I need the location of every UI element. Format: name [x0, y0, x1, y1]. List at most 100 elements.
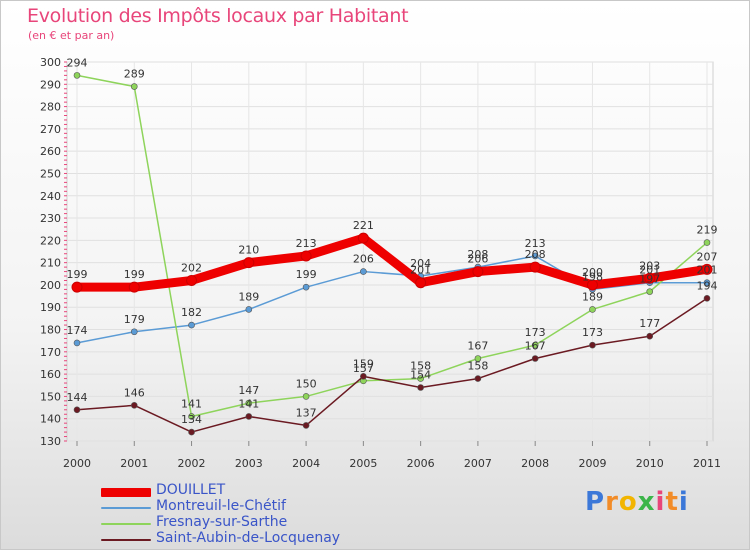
data-point: [589, 341, 596, 349]
data-label: 173: [582, 326, 603, 339]
x-tick-label: 2006: [407, 457, 435, 470]
data-point: [302, 422, 310, 429]
data-label: 201: [639, 264, 660, 277]
data-point: [644, 272, 656, 284]
x-tick-label: 2010: [636, 457, 664, 470]
x-tick-label: 2003: [235, 457, 263, 470]
legend-swatch: [101, 507, 151, 509]
legend-label: Montreuil-le-Chétif: [156, 498, 286, 514]
data-label: 189: [238, 290, 259, 303]
data-label: 213: [296, 237, 317, 250]
plot-area: [66, 61, 714, 442]
legend: DOUILLET Montreuil-le-Chétif Fresnay-sur-S…: [101, 482, 421, 547]
data-point: [360, 373, 367, 380]
y-tick-label: 130: [40, 435, 61, 448]
data-label: 201: [410, 264, 431, 277]
legend-item: Saint-Aubin-de-Locquenay: [101, 530, 421, 547]
data-label: 177: [639, 317, 660, 330]
y-tick-label: 190: [40, 301, 61, 314]
data-point: [703, 295, 711, 302]
data-label: 167: [525, 340, 546, 353]
logo-letter: o: [618, 487, 638, 517]
data-point: [472, 266, 484, 278]
data-point: [300, 250, 312, 262]
data-point: [417, 384, 424, 391]
x-tick-label: 2007: [464, 457, 492, 470]
x-tick-label: 2004: [292, 457, 320, 470]
data-point: [646, 332, 654, 340]
data-label: 158: [467, 360, 488, 373]
legend-swatch: [101, 539, 151, 541]
data-label: 208: [467, 248, 488, 261]
data-label: 201: [697, 264, 718, 277]
data-label: 204: [410, 257, 431, 270]
data-label: 210: [238, 244, 259, 257]
data-label: 157: [353, 362, 374, 375]
data-label: 207: [697, 250, 718, 263]
data-point: [586, 279, 598, 291]
data-label: 200: [582, 266, 603, 279]
data-label: 179: [124, 313, 145, 326]
data-label: 213: [525, 237, 546, 250]
data-label: 208: [525, 248, 546, 261]
data-label: 197: [639, 273, 660, 286]
data-label: 147: [238, 384, 259, 397]
data-label: 137: [296, 406, 317, 419]
data-point: [529, 261, 541, 273]
data-point: [417, 375, 424, 382]
legend-item: DOUILLET: [101, 482, 421, 499]
data-point: [243, 257, 255, 269]
legend-label: Fresnay-sur-Sarthe: [156, 514, 288, 530]
data-label: 198: [582, 270, 603, 283]
logo-letter: i: [678, 487, 689, 517]
x-tick-label: 2000: [63, 457, 91, 470]
data-label: 199: [124, 268, 145, 281]
x-tick-label: 2005: [349, 457, 377, 470]
legend-swatch: [101, 487, 151, 497]
data-point: [188, 413, 195, 420]
data-point: [589, 306, 596, 313]
series-line-0: [72, 233, 712, 292]
data-point: [245, 413, 253, 420]
data-label: 134: [181, 413, 202, 426]
data-point: [474, 375, 482, 382]
x-tick-label: 2011: [693, 457, 721, 470]
data-label: 219: [697, 224, 718, 237]
data-point: [73, 406, 81, 414]
x-tick-label: 2001: [120, 457, 148, 470]
y-tick-label: 160: [40, 368, 61, 381]
data-point: [245, 306, 253, 313]
data-point: [130, 402, 138, 409]
y-tick-label: 260: [40, 145, 61, 158]
data-label: 159: [353, 357, 374, 370]
data-label: 182: [181, 306, 202, 319]
y-tick-label: 250: [40, 167, 61, 180]
data-label: 167: [467, 340, 488, 353]
series-line-2: [76, 74, 708, 418]
data-point: [531, 252, 539, 260]
series-line-3: [76, 297, 708, 433]
data-point: [357, 232, 369, 244]
chart-subtitle: (en € et par an): [28, 29, 115, 42]
x-tick-label: 2002: [178, 457, 206, 470]
y-tick-label: 230: [40, 212, 61, 225]
data-label: 194: [697, 279, 718, 292]
data-point: [245, 399, 253, 407]
data-label: 158: [410, 360, 431, 373]
y-tick-label: 280: [40, 101, 61, 114]
data-label: 141: [238, 397, 259, 410]
y-tick-label: 290: [40, 78, 61, 91]
y-tick-label: 210: [40, 257, 61, 270]
data-label: 141: [181, 397, 202, 410]
data-point: [415, 277, 427, 289]
data-label: 199: [296, 268, 317, 281]
data-point: [531, 355, 539, 362]
data-label: 150: [296, 377, 317, 390]
logo-letter: t: [665, 487, 679, 517]
data-label: 144: [67, 391, 88, 404]
data-label: 221: [353, 219, 374, 232]
data-label: 206: [353, 253, 374, 266]
y-tick-label: 170: [40, 346, 61, 359]
data-label: 202: [181, 261, 202, 274]
data-point: [130, 328, 138, 336]
